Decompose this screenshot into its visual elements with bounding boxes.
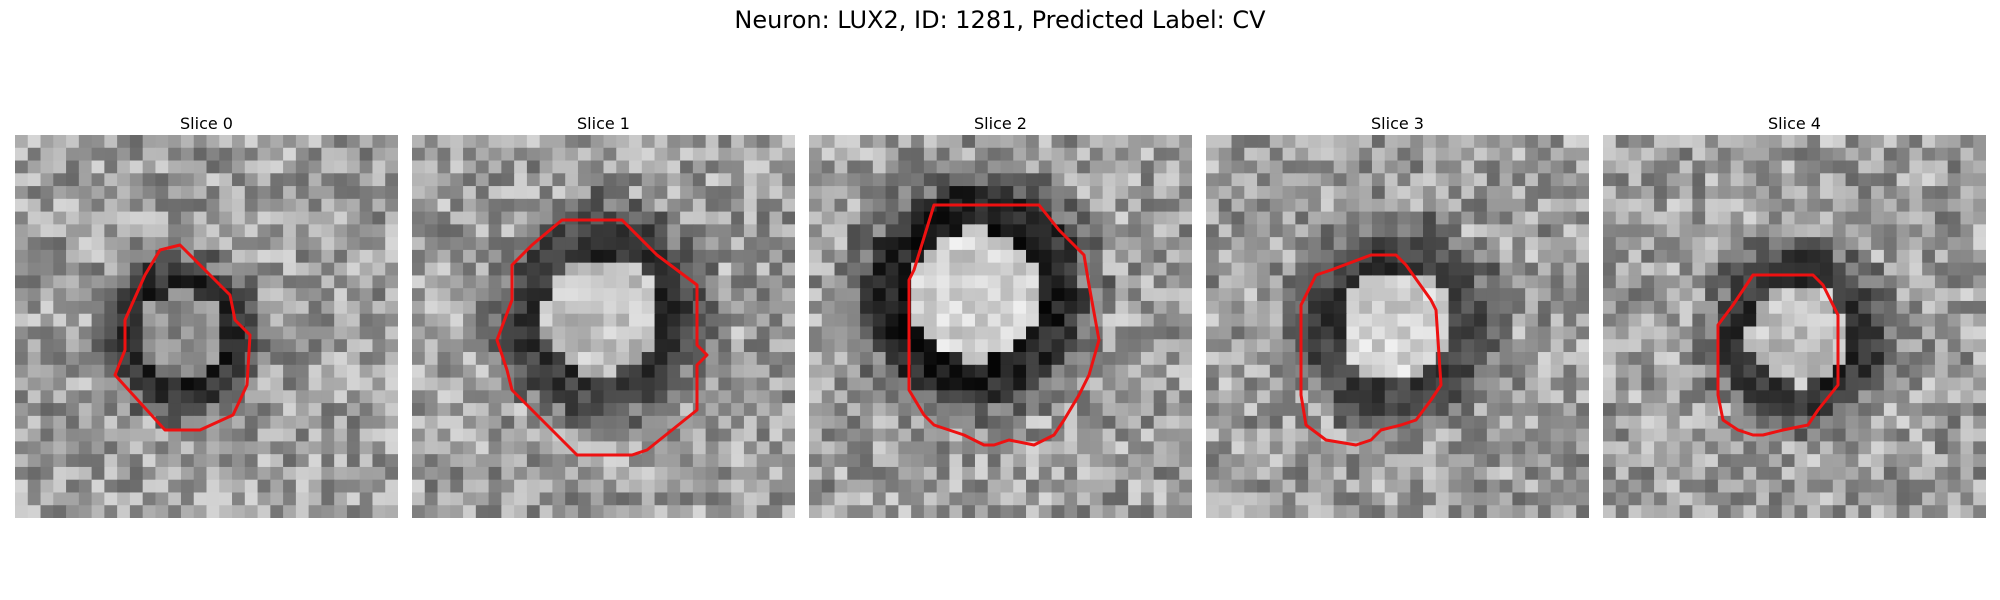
- pixel-grid-4: [1603, 135, 1986, 518]
- slice-image-1: [412, 135, 795, 518]
- pixel-grid-0: [15, 135, 398, 518]
- slice-image-4: [1603, 135, 1986, 518]
- slice-title-3: Slice 3: [1371, 114, 1424, 133]
- segmentation-contour-1: [495, 218, 709, 457]
- figure-title: Neuron: LUX2, ID: 1281, Predicted Label:…: [734, 6, 1266, 34]
- slice-image-0: [15, 135, 398, 518]
- segmentation-contour-2: [907, 203, 1101, 447]
- slice-panel-1: Slice 1: [412, 113, 795, 518]
- pixel-grid-1: [412, 135, 795, 518]
- pixel-grid-3: [1206, 135, 1589, 518]
- slice-panel-4: Slice 4: [1603, 113, 1986, 518]
- slice-title-1: Slice 1: [577, 114, 630, 133]
- slice-title-4: Slice 4: [1768, 114, 1821, 133]
- slice-panel-3: Slice 3: [1206, 113, 1589, 518]
- slice-image-2: [809, 135, 1192, 518]
- segmentation-contour-0: [113, 243, 252, 432]
- slice-title-2: Slice 2: [974, 114, 1027, 133]
- slice-title-0: Slice 0: [180, 114, 233, 133]
- slice-panel-2: Slice 2: [809, 113, 1192, 518]
- segmentation-contour-4: [1716, 273, 1840, 437]
- slice-image-3: [1206, 135, 1589, 518]
- segmentation-contour-3: [1299, 253, 1443, 447]
- slice-panel-0: Slice 0: [15, 113, 398, 518]
- pixel-grid-2: [809, 135, 1192, 518]
